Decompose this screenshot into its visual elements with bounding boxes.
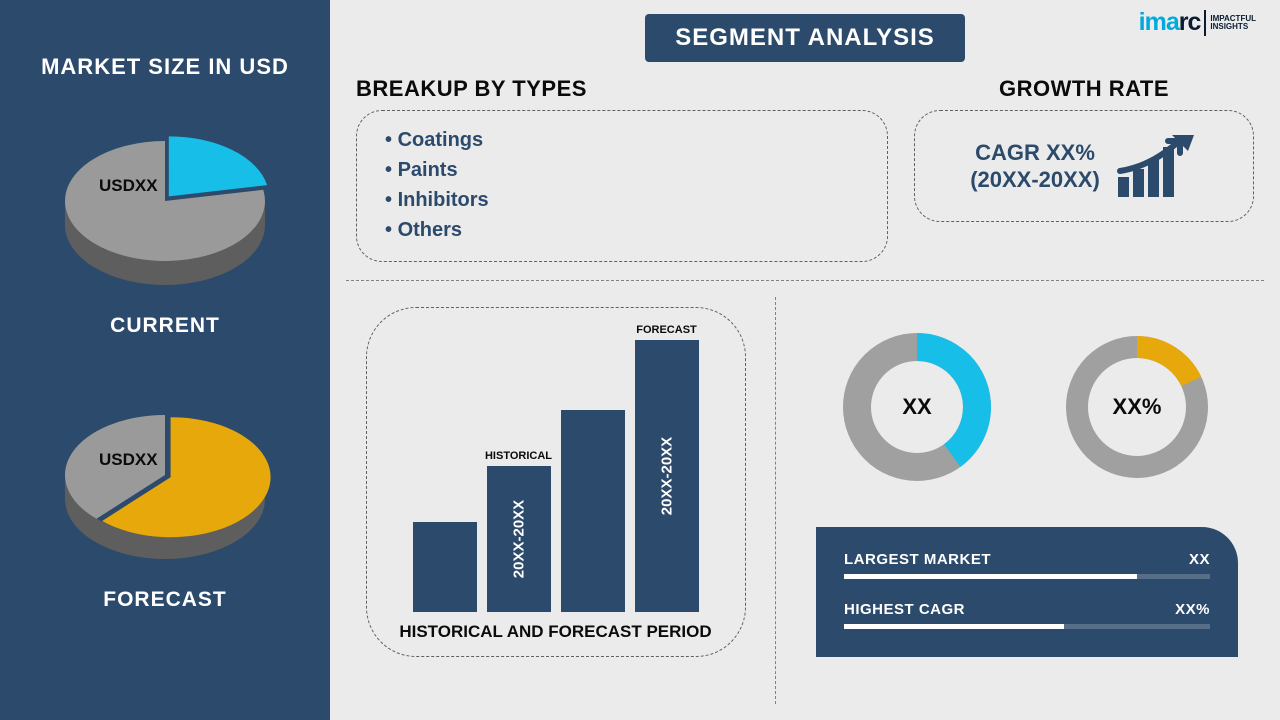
pie-forecast-value: USDXX — [99, 450, 158, 470]
donut-row: XX XX% — [816, 327, 1238, 487]
pie-forecast: USDXX — [45, 384, 285, 584]
breakup-box: CoatingsPaintsInhibitorsOthers — [356, 110, 888, 262]
pie-forecast-caption: FORECAST — [103, 588, 227, 612]
growth-icon — [1114, 131, 1198, 201]
stat-label: HIGHEST CAGR — [844, 601, 965, 618]
pie-current-caption: CURRENT — [110, 314, 220, 338]
left-panel: MARKET SIZE IN USD USDXX CURRENT USDXX F… — [0, 0, 330, 720]
growth-text: CAGR XX% (20XX-20XX) — [970, 139, 1100, 194]
bar — [413, 522, 477, 612]
breakup-item: Others — [385, 215, 859, 245]
growth-box: CAGR XX% (20XX-20XX) — [914, 110, 1254, 222]
pie-current-value: USDXX — [99, 176, 158, 196]
historical-section: HISTORICAL20XX-20XXFORECAST20XX-20XX HIS… — [346, 297, 776, 704]
donut: XX — [837, 327, 997, 487]
brand-logo: imarc IMPACTFUL INSIGHTS — [1139, 8, 1256, 37]
bar-label-top: FORECAST — [636, 324, 697, 336]
right-panel: imarc IMPACTFUL INSIGHTS SEGMENT ANALYSI… — [330, 0, 1280, 720]
bar-label-in: 20XX-20XX — [510, 500, 527, 578]
top-region: SEGMENT ANALYSIS BREAKUP BY TYPES Coatin… — [330, 0, 1280, 280]
historical-frame: HISTORICAL20XX-20XXFORECAST20XX-20XX HIS… — [366, 307, 746, 657]
stat-value: XX% — [1175, 601, 1210, 618]
donut-label: XX% — [1113, 394, 1162, 420]
bar: HISTORICAL20XX-20XX — [487, 466, 551, 612]
breakup-item: Paints — [385, 155, 859, 185]
pie-current: USDXX — [45, 110, 285, 310]
stat-label: LARGEST MARKET — [844, 551, 991, 568]
logo-sub: IMPACTFUL INSIGHTS — [1210, 15, 1256, 31]
stat-bar — [844, 624, 1210, 629]
bar: FORECAST20XX-20XX — [635, 340, 699, 612]
stat-bar — [844, 574, 1210, 579]
stat-bar-fill — [844, 574, 1137, 579]
bar — [561, 410, 625, 612]
stat-row: HIGHEST CAGR XX% — [844, 601, 1210, 629]
growth-section: GROWTH RATE CAGR XX% (20XX-20XX) — [914, 76, 1254, 262]
stat-row: LARGEST MARKET XX — [844, 551, 1210, 579]
growth-line2: (20XX-20XX) — [970, 167, 1100, 192]
breakup-section: BREAKUP BY TYPES CoatingsPaintsInhibitor… — [356, 76, 888, 262]
breakup-heading: BREAKUP BY TYPES — [356, 76, 888, 102]
stat-bar-fill — [844, 624, 1064, 629]
donut: XX% — [1057, 327, 1217, 487]
logo-divider — [1204, 10, 1206, 36]
row-two: HISTORICAL20XX-20XXFORECAST20XX-20XX HIS… — [330, 281, 1280, 720]
historical-caption: HISTORICAL AND FORECAST PERIOD — [367, 622, 745, 642]
bar-chart: HISTORICAL20XX-20XXFORECAST20XX-20XX — [367, 332, 745, 612]
logo-left: ima — [1139, 8, 1179, 36]
stats-section: XX XX% LARGEST MARKET XX HIGHEST CAGR XX% — [776, 297, 1264, 704]
stat-card: LARGEST MARKET XX HIGHEST CAGR XX% — [816, 527, 1238, 657]
logo-right: rc — [1179, 8, 1201, 36]
bar-label-in: 20XX-20XX — [658, 437, 675, 515]
growth-line1: CAGR XX% — [975, 140, 1095, 165]
logo-text: imarc — [1139, 8, 1201, 37]
breakup-item: Coatings — [385, 125, 859, 155]
logo-sub-2: INSIGHTS — [1210, 23, 1256, 31]
bar-label-top: HISTORICAL — [485, 450, 552, 462]
growth-heading: GROWTH RATE — [914, 76, 1254, 102]
donut-label: XX — [902, 394, 931, 420]
stat-value: XX — [1189, 551, 1210, 568]
left-title: MARKET SIZE IN USD — [41, 54, 289, 80]
breakup-item: Inhibitors — [385, 185, 859, 215]
breakup-list: CoatingsPaintsInhibitorsOthers — [385, 125, 859, 245]
page-title: SEGMENT ANALYSIS — [645, 14, 965, 62]
row-one: BREAKUP BY TYPES CoatingsPaintsInhibitor… — [330, 76, 1280, 262]
